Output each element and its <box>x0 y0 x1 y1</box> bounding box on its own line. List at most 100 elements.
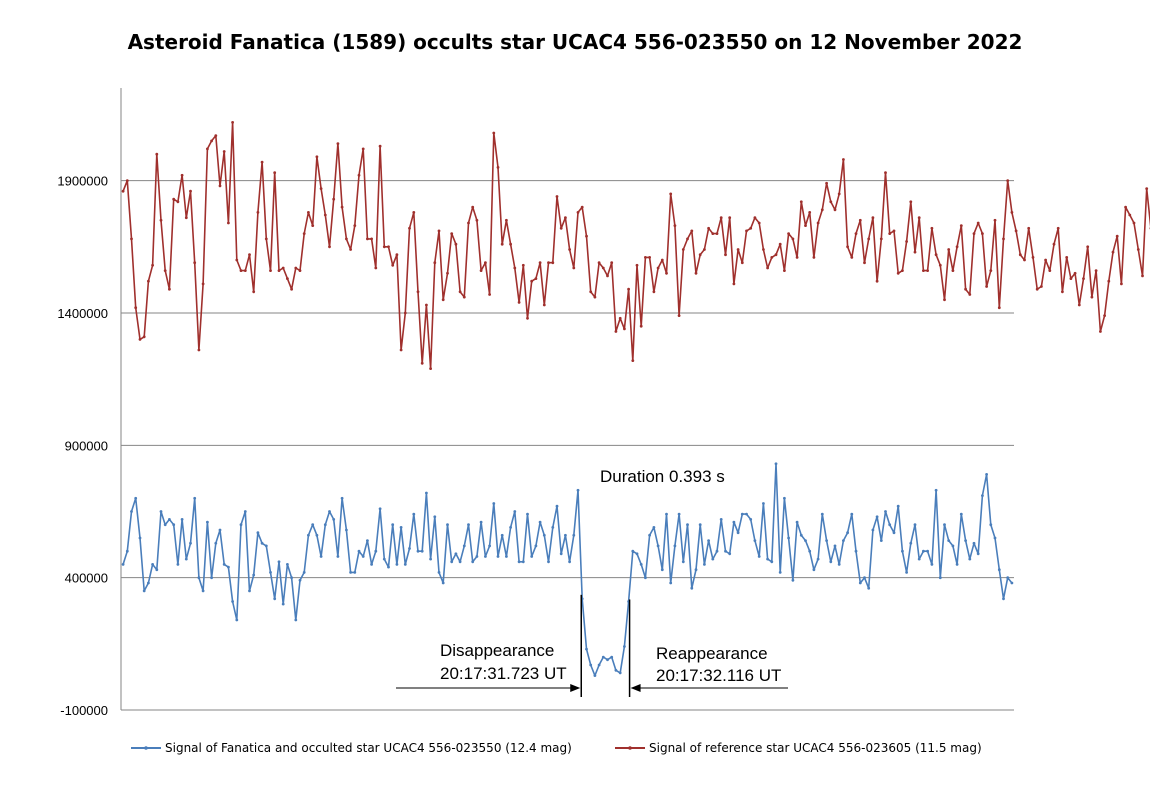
data-point <box>863 576 866 580</box>
data-point <box>408 547 411 550</box>
data-point <box>669 581 673 585</box>
data-point <box>698 253 702 257</box>
data-point <box>441 298 445 302</box>
data-point <box>361 147 365 151</box>
data-point <box>399 348 403 352</box>
data-point <box>576 488 580 492</box>
reappearance-time: 20:17:32.116 UT <box>656 666 781 685</box>
data-point <box>639 324 643 328</box>
data-point <box>172 197 176 201</box>
data-point <box>1136 248 1140 251</box>
data-point <box>1014 229 1018 233</box>
data-point <box>858 218 862 222</box>
data-point <box>361 555 365 558</box>
data-point <box>235 618 239 622</box>
data-point <box>905 240 908 243</box>
data-point <box>787 536 790 540</box>
data-point <box>955 245 959 249</box>
data-point <box>951 544 955 548</box>
data-point <box>530 555 534 558</box>
data-point <box>934 253 938 257</box>
data-point <box>850 256 854 259</box>
data-point <box>353 224 357 228</box>
data-point <box>639 563 643 566</box>
data-point <box>1124 205 1127 209</box>
data-point <box>387 245 390 249</box>
data-point <box>475 555 479 558</box>
data-point <box>155 152 159 156</box>
data-point <box>147 279 150 283</box>
data-point <box>509 242 512 246</box>
data-point <box>707 539 710 542</box>
data-point <box>1048 269 1052 272</box>
data-point <box>854 232 858 236</box>
data-point <box>770 256 774 259</box>
data-point <box>488 544 491 548</box>
data-point <box>382 557 386 561</box>
data-point <box>816 557 820 561</box>
data-point <box>968 557 972 561</box>
data-point <box>694 271 698 275</box>
data-point <box>273 171 277 175</box>
data-point <box>505 218 508 222</box>
data-point <box>307 211 310 214</box>
data-point <box>521 560 525 564</box>
data-point <box>623 327 626 331</box>
data-point <box>264 544 268 548</box>
data-point <box>799 200 803 204</box>
data-point <box>829 560 833 564</box>
data-point <box>749 518 753 521</box>
series-line-reference <box>122 121 1150 370</box>
data-point <box>871 216 875 220</box>
data-point <box>231 600 235 603</box>
data-point <box>307 533 310 537</box>
data-point <box>652 290 656 294</box>
data-point <box>475 218 479 222</box>
data-point <box>812 568 816 572</box>
data-point <box>260 160 264 164</box>
data-point <box>926 549 929 553</box>
data-point <box>976 552 980 556</box>
data-point <box>917 216 921 220</box>
data-point <box>462 295 466 299</box>
data-point <box>336 142 340 146</box>
data-point <box>214 134 218 138</box>
data-point <box>732 282 736 286</box>
data-point <box>884 510 887 513</box>
data-point <box>538 261 542 265</box>
data-point <box>138 536 142 540</box>
data-point <box>542 533 546 537</box>
data-point <box>610 655 614 659</box>
data-point <box>648 256 651 259</box>
data-point <box>917 557 921 561</box>
data-point <box>585 647 588 651</box>
data-point <box>462 544 466 548</box>
data-point <box>294 618 298 622</box>
data-point <box>820 208 824 212</box>
data-point <box>130 510 133 513</box>
data-point <box>378 144 382 148</box>
data-point <box>420 549 424 553</box>
data-point <box>808 211 812 214</box>
legend: Signal of Fanatica and occulted star UCA… <box>131 741 982 755</box>
data-point <box>374 549 378 553</box>
data-point <box>644 256 647 259</box>
data-point <box>559 226 563 230</box>
data-point <box>783 269 786 272</box>
data-point <box>248 589 251 593</box>
data-point <box>264 237 268 241</box>
data-point <box>597 261 601 265</box>
data-point <box>732 520 736 524</box>
data-point <box>1031 256 1035 259</box>
data-point <box>867 237 871 241</box>
data-point <box>719 216 723 220</box>
data-point <box>547 560 550 564</box>
data-point <box>804 539 807 542</box>
data-point <box>791 578 795 582</box>
legend-marker-occulted <box>144 746 148 750</box>
data-point <box>340 205 344 209</box>
data-point <box>1145 187 1149 191</box>
data-point <box>366 539 369 542</box>
data-point <box>286 277 289 280</box>
data-point <box>930 226 934 230</box>
